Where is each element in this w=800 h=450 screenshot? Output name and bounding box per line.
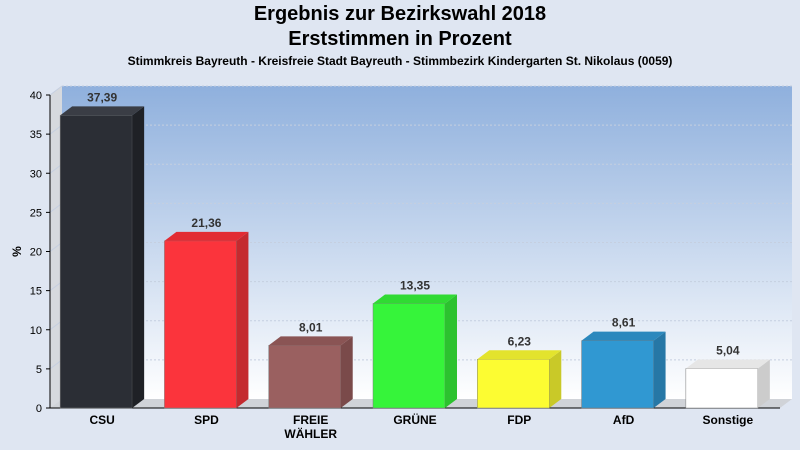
y-tick-label: 35 — [30, 129, 42, 141]
bar-side — [757, 359, 770, 408]
x-tick-label: Sonstige — [703, 413, 754, 427]
y-axis-label: % — [10, 246, 24, 257]
data-label: 13,35 — [400, 279, 430, 293]
x-tick-label: GRÜNE — [393, 412, 436, 427]
bar-front — [685, 368, 759, 409]
bar-top — [60, 106, 145, 116]
chart-title: Ergebnis zur Bezirkswahl 2018 — [253, 3, 547, 25]
data-label: 8,61 — [612, 316, 636, 330]
y-tick-label: 20 — [30, 247, 42, 259]
data-label: 8,01 — [299, 320, 323, 334]
bar-spd — [164, 231, 249, 409]
gridline — [49, 85, 63, 96]
data-label: 37,39 — [87, 90, 117, 104]
bar-top — [164, 231, 249, 241]
x-tick-label: FDP — [507, 413, 531, 427]
y-tick-label: 5 — [36, 364, 42, 376]
bar-fdp — [477, 350, 562, 409]
bar-front — [372, 303, 446, 409]
bar-sonstige — [685, 359, 770, 409]
bar-top — [268, 336, 353, 346]
x-tick-label: SPD — [194, 413, 219, 427]
bar-front — [268, 345, 341, 409]
x-tick-label: WÄHLER — [284, 426, 337, 441]
bar-freie-wähler — [268, 336, 353, 409]
y-tick-labels: 0 5 10 15 20 25 30 35 40 — [30, 90, 42, 415]
bar-top — [477, 350, 562, 360]
y-tick-label: 25 — [30, 207, 42, 219]
bar-afd — [581, 331, 666, 409]
bar-side — [445, 294, 457, 408]
chart-subtitle: Erststimmen in Prozent — [288, 28, 512, 50]
bar-top — [685, 359, 770, 369]
bar-side — [549, 350, 562, 408]
bar-csu — [59, 106, 145, 409]
x-tick-label: FREIE — [293, 413, 328, 427]
y-tick-label: 40 — [30, 90, 42, 102]
bar-side — [653, 331, 666, 408]
bar-grüne — [372, 294, 457, 409]
y-tick-label: 30 — [30, 168, 42, 180]
data-label: 6,23 — [508, 334, 532, 348]
x-tick-label: AfD — [613, 413, 635, 427]
bar-top — [581, 331, 666, 341]
data-label: 21,36 — [191, 216, 221, 230]
bar-top — [373, 294, 457, 304]
chart-description: Stimmkreis Bayreuth - Kreisfreie Stadt B… — [127, 54, 673, 68]
bars: 37,39 21,36 8,01 13,35 6,23 8,61 5,04 — [59, 90, 770, 409]
bar-front — [581, 340, 654, 409]
bar-side — [340, 336, 353, 408]
data-label: 5,04 — [716, 344, 740, 358]
x-tick-label: CSU — [89, 413, 114, 427]
bar-side — [236, 231, 249, 408]
bar-front — [59, 115, 133, 409]
bar-front — [164, 240, 237, 409]
y-tick-label: 15 — [30, 286, 42, 298]
y-tick-label: 10 — [30, 325, 42, 337]
bar-side — [132, 106, 145, 408]
y-tick-label: 0 — [36, 403, 42, 415]
bar-front — [477, 359, 550, 409]
